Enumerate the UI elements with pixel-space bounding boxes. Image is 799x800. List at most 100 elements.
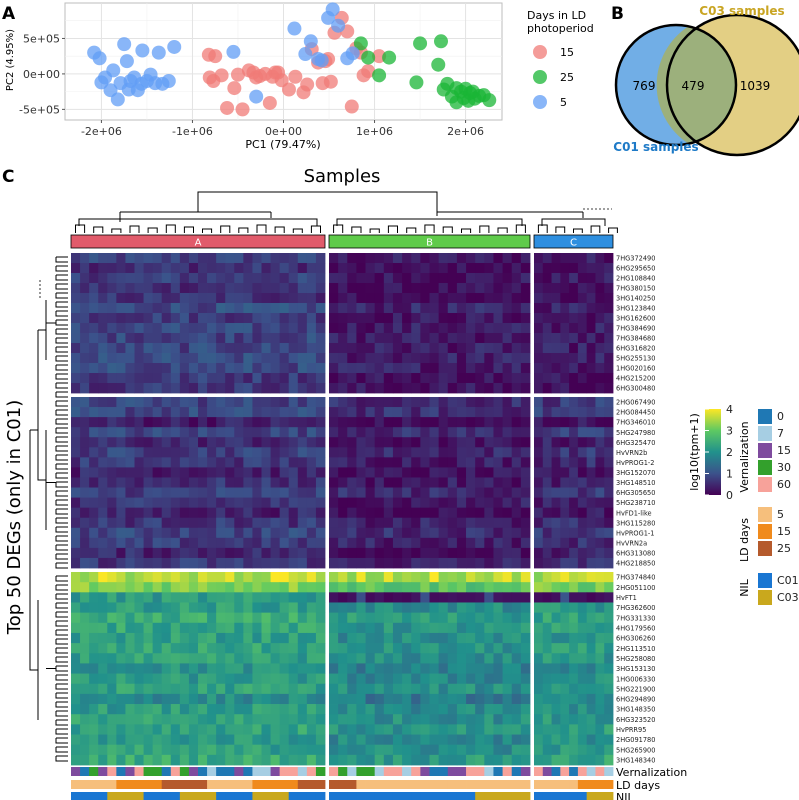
heatmap-cell	[161, 704, 172, 715]
heatmap-cell	[297, 673, 308, 685]
heatmap-cell	[493, 632, 503, 644]
pca-point-5	[94, 75, 109, 90]
heatmap-cell	[475, 673, 485, 685]
annotation-cell	[604, 767, 614, 776]
heatmap-cell	[98, 353, 108, 364]
heatmap-cell	[520, 714, 531, 725]
heatmap-cell	[502, 353, 513, 364]
heatmap-cell	[534, 632, 544, 644]
heatmap-cell	[207, 477, 217, 488]
heatmap-cell	[595, 383, 605, 394]
heatmap-cell	[493, 323, 503, 334]
heatmap-cell	[207, 427, 217, 438]
heatmap-cell	[170, 457, 181, 468]
heatmap-cell	[551, 363, 561, 374]
heatmap-cell	[243, 427, 253, 438]
heatmap-cell	[116, 673, 126, 685]
heatmap-cell	[604, 383, 614, 394]
heatmap-cell	[466, 253, 476, 264]
heatmap-cell	[586, 527, 596, 539]
heatmap-cell	[261, 323, 271, 334]
heatmap-cell	[161, 547, 172, 559]
heatmap-cell	[315, 673, 326, 685]
x-tick-label: 1e+06	[356, 125, 393, 138]
heatmap-cell	[216, 427, 226, 438]
heatmap-cell	[520, 253, 531, 264]
heatmap-cell	[447, 497, 458, 509]
heatmap-cell	[98, 427, 108, 438]
heatmap-cell	[243, 293, 253, 304]
heatmap-cell	[80, 437, 90, 448]
dendro-drop	[119, 212, 584, 222]
annotation-cell	[502, 792, 513, 800]
heatmap-cell	[383, 437, 394, 448]
heatmap-cell	[98, 437, 108, 448]
heatmap-cell	[429, 663, 440, 674]
heatmap-cell	[374, 557, 385, 569]
heatmap-cell	[225, 537, 235, 549]
heatmap-cell	[569, 323, 579, 334]
heatmap-cell	[520, 397, 531, 408]
annotation-cell	[252, 792, 262, 800]
heatmap-cell	[216, 714, 226, 725]
heatmap-cell	[511, 437, 522, 448]
heatmap-cell	[252, 547, 262, 559]
heatmap-cell	[466, 683, 476, 695]
heatmap-cell	[188, 313, 199, 324]
heatmap-cell	[356, 557, 366, 569]
heatmap-cell	[216, 263, 226, 274]
heatmap-cell	[411, 653, 421, 664]
annotation-rows	[71, 767, 614, 800]
heatmap-cell	[270, 537, 281, 549]
annotation-cell	[569, 767, 579, 776]
heatmap-cell	[511, 612, 522, 624]
heatmap-cell	[207, 704, 217, 715]
heatmap-cell	[551, 407, 561, 418]
heatmap-cell	[420, 373, 430, 384]
heatmap-cell	[604, 407, 614, 418]
heatmap-cell	[152, 383, 163, 394]
heatmap-cell	[392, 612, 403, 624]
heatmap-cell	[438, 457, 449, 468]
heatmap-cell	[542, 704, 552, 715]
heatmap-cell	[392, 714, 403, 725]
heatmap-cell	[71, 383, 81, 394]
heatmap-cell	[98, 283, 108, 294]
heatmap-cell	[438, 507, 449, 519]
heatmap-cell	[98, 744, 108, 756]
heatmap-cell	[125, 663, 135, 674]
heatmap-cell	[234, 427, 244, 438]
annotation-cell	[89, 780, 99, 789]
heatmap-cell	[438, 602, 449, 614]
heatmap-cell	[383, 557, 394, 569]
heatmap-cell	[198, 427, 208, 438]
heatmap-cell	[534, 273, 544, 284]
heatmap-cell	[143, 602, 154, 614]
heatmap-cell	[447, 537, 458, 549]
heatmap-cell	[551, 663, 561, 674]
heatmap-cell	[98, 313, 108, 324]
heatmap-cell	[116, 622, 126, 634]
heatmap-cell	[560, 592, 570, 603]
heatmap-cell	[604, 447, 614, 458]
heatmap-cell	[261, 557, 271, 569]
heatmap-cell	[225, 407, 235, 418]
heatmap-cell	[143, 683, 154, 695]
heatmap-cell	[577, 467, 588, 478]
heatmap-cell	[243, 253, 253, 264]
heatmap-cell	[161, 313, 172, 324]
heatmap-cell	[152, 343, 163, 354]
heatmap-cell	[188, 643, 199, 654]
heatmap-cell	[143, 457, 154, 468]
heatmap-cell	[420, 457, 430, 468]
heatmap-cell	[438, 303, 449, 314]
heatmap-cell	[392, 602, 403, 614]
heatmap-cell	[152, 253, 163, 264]
heatmap-cell	[179, 754, 190, 766]
heatmap-cell	[243, 283, 253, 294]
heatmap-cell	[107, 622, 117, 634]
heatmap-cell	[347, 517, 357, 529]
heatmap-cell	[179, 417, 190, 428]
